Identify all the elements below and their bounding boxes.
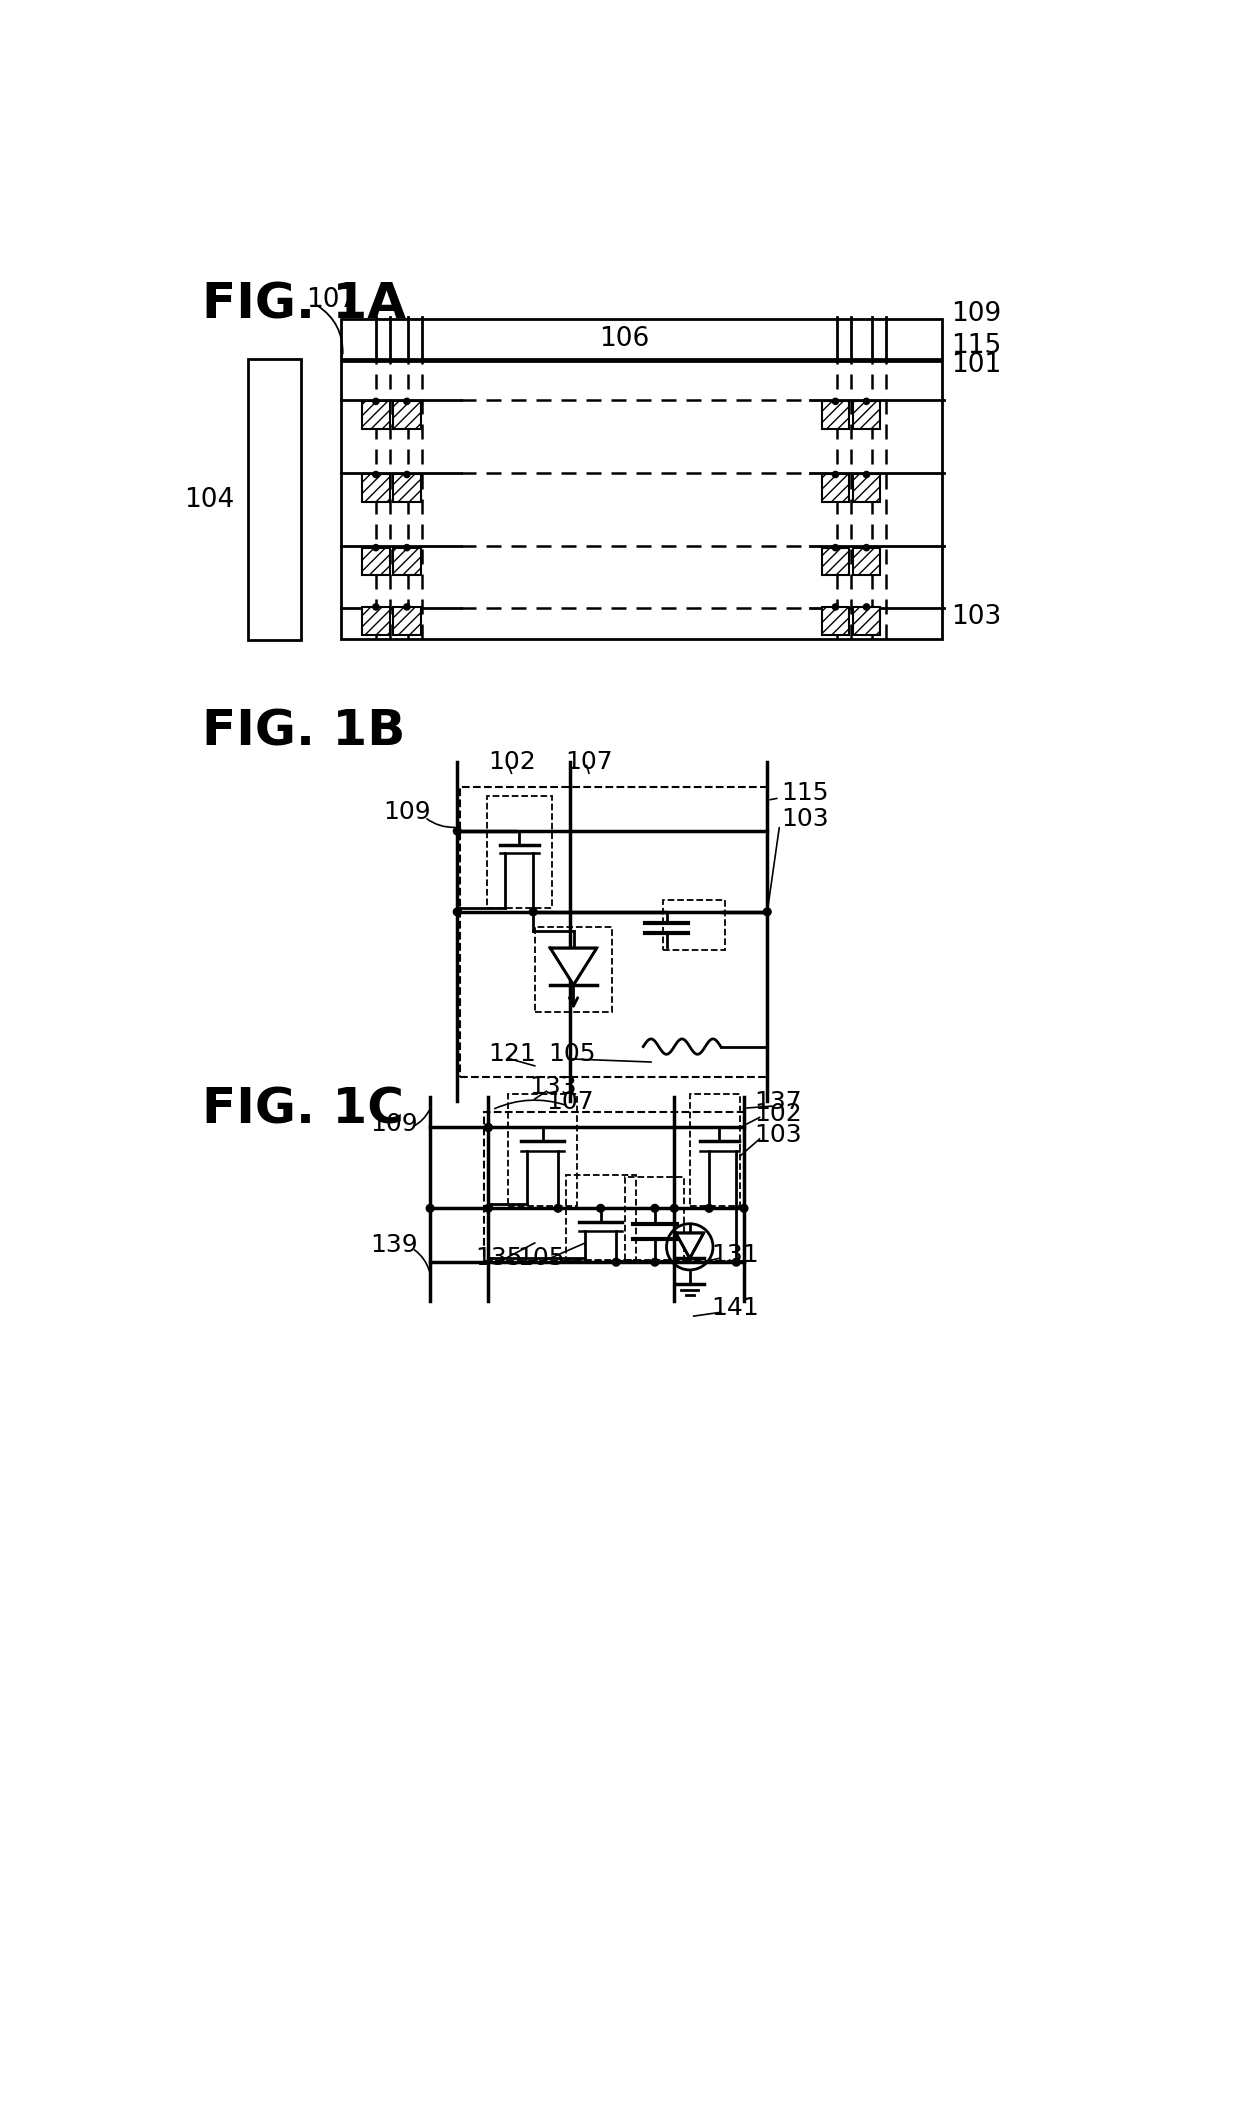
Circle shape [373,604,379,610]
Text: 109: 109 [383,799,432,824]
Text: 104: 104 [184,487,234,513]
Text: 103: 103 [951,604,1001,629]
Bar [393,606,420,636]
Circle shape [832,545,838,551]
Circle shape [863,604,869,610]
Text: 102: 102 [754,1102,802,1125]
Circle shape [485,1123,492,1132]
Text: FIG. 1B: FIG. 1B [201,708,405,756]
Text: 131: 131 [712,1242,759,1267]
Circle shape [529,909,537,915]
Text: 137: 137 [754,1089,802,1115]
Circle shape [651,1204,658,1212]
Text: 109: 109 [371,1112,418,1136]
Text: 107: 107 [306,286,356,314]
Text: 107: 107 [565,750,614,773]
Bar [341,320,941,358]
Circle shape [454,826,461,835]
Bar [485,1112,744,1261]
Bar [625,1176,684,1261]
Circle shape [373,398,379,405]
Polygon shape [551,947,596,985]
Bar [393,475,420,502]
Circle shape [863,398,869,405]
Bar [362,547,389,576]
Text: 109: 109 [951,301,1001,326]
Bar [821,606,849,636]
Circle shape [485,1204,492,1212]
Bar [853,475,880,502]
Circle shape [404,398,410,405]
Text: 135: 135 [475,1246,522,1271]
Text: 133: 133 [529,1074,577,1098]
Circle shape [404,604,410,610]
Text: 115: 115 [951,333,1001,358]
Circle shape [832,604,838,610]
Bar [689,1093,740,1206]
Circle shape [454,909,461,915]
Circle shape [427,1204,434,1212]
Text: 102: 102 [489,750,536,773]
Bar [393,547,420,576]
Bar [853,547,880,576]
Circle shape [863,545,869,551]
Bar [248,358,300,640]
Bar [486,797,552,909]
Bar [662,901,724,949]
Circle shape [671,1204,678,1212]
Polygon shape [676,1233,704,1259]
Text: 105: 105 [518,1246,565,1271]
Bar [362,606,389,636]
Circle shape [554,1204,562,1212]
Text: 107: 107 [547,1089,594,1115]
Bar [534,928,613,1013]
Bar [341,362,941,638]
Circle shape [373,545,379,551]
Bar [853,606,880,636]
Text: 139: 139 [371,1233,418,1257]
Text: 121: 121 [489,1043,536,1066]
Text: 103: 103 [781,807,828,831]
Circle shape [651,1259,658,1265]
Circle shape [764,909,771,915]
Bar [853,400,880,428]
Text: 106: 106 [599,326,649,352]
Circle shape [740,1204,748,1212]
Circle shape [404,470,410,477]
Circle shape [863,470,869,477]
Bar [821,547,849,576]
Bar [460,786,768,1076]
Bar [507,1093,578,1206]
Circle shape [832,470,838,477]
Bar [393,400,420,428]
Text: 141: 141 [712,1297,759,1320]
Text: 101: 101 [951,352,1001,377]
Circle shape [373,470,379,477]
Circle shape [706,1204,713,1212]
Circle shape [596,1204,605,1212]
Bar [565,1176,635,1261]
Text: 105: 105 [549,1043,596,1066]
Circle shape [613,1259,620,1265]
Circle shape [485,1123,492,1132]
Bar [362,400,389,428]
Circle shape [404,545,410,551]
Circle shape [733,1259,740,1265]
Text: FIG. 1C: FIG. 1C [201,1085,403,1134]
Circle shape [832,398,838,405]
Bar [821,475,849,502]
Text: 115: 115 [781,780,828,805]
Bar [362,475,389,502]
Text: FIG. 1A: FIG. 1A [201,280,405,328]
Text: 103: 103 [754,1123,802,1146]
Bar [821,400,849,428]
